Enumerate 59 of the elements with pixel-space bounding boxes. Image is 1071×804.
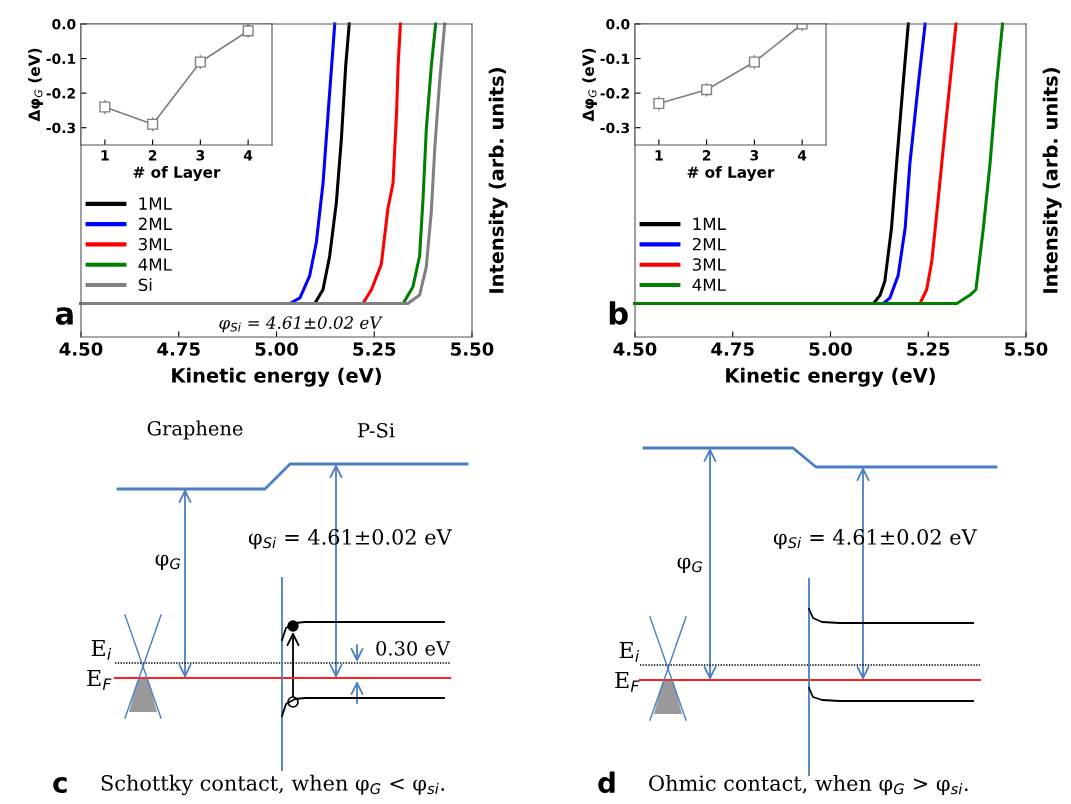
legend-label: 1ML [693,217,726,230]
x-tick-label: 4 [243,150,253,161]
x-tick-label: 5.25 [353,342,396,356]
y-tick-label: -0.3 [600,122,630,134]
x-tick-label: 1 [655,150,663,161]
text: P-Si [358,422,395,438]
y-tick-label: 0.0 [52,18,76,30]
x-tick-label: 1 [101,150,109,161]
x-tick-label: 5.50 [1005,342,1048,356]
text: E$_{i}$ [91,639,112,660]
x-tick-label: 2 [702,150,711,161]
text: d [598,771,615,794]
y-tick-label: 0.0 [606,18,630,30]
legend-label: 3ML [138,237,172,251]
x-tick-label: 5.50 [451,342,494,356]
y-axis-title: Δφ$_{G}$ (eV) [582,48,597,122]
text: φ$_{Si}$ = 4.61±0.02 eV [219,316,383,333]
text: Graphene [147,420,243,440]
legend-label: 1ML [139,197,172,210]
text: a [55,307,73,325]
text: φ$_{G}$ [155,554,181,570]
text: E$_{i}$ [619,641,640,662]
x-tick-label: 3 [750,150,759,161]
text: 0.30 eV [376,640,451,656]
text: c [53,777,67,794]
y-tick-label: -0.1 [600,53,630,65]
y-tick-label: -0.1 [46,53,76,65]
text: φ$_{G}$ [677,557,703,573]
x-tick-label: 4 [797,150,807,161]
text: E$_{F}$ [615,671,640,692]
legend-label: 2ML [138,217,172,230]
legend-label: 3ML [692,258,726,271]
y-axis-title: Δφ$_{G}$ (eV) [28,48,43,122]
text: Ohmic contact, when φ$_{G}$ > φ$_{si}$. [649,774,968,796]
x-tick-label: 4.50 [613,342,657,356]
y-tick-label: -0.3 [46,122,76,134]
y-tick-label: -0.2 [600,88,629,99]
legend-label: 4ML [138,258,172,271]
text: b [609,301,628,325]
x-tick-label: 5.00 [255,342,298,356]
x-tick-label: 4.75 [711,342,754,356]
x-tick-label: 2 [148,150,157,161]
legend-label: Si [138,278,152,292]
x-tick-label: 3 [196,150,205,161]
x-tick-label: 5.00 [809,342,852,356]
y-axis-title: Intensity (arb. units) [488,68,508,293]
legend-label: 2ML [692,237,726,251]
legend-label: 4ML [692,278,726,291]
text: E$_{F}$ [87,669,112,690]
y-axis-title: Intensity (arb. units) [1042,68,1062,293]
x-axis-title: # of Layer [687,166,775,181]
y-tick-label: -0.2 [46,88,75,99]
text: Schottky contact, when φ$_{G}$ < φ$_{si}$. [101,774,445,796]
x-tick-label: 4.75 [157,342,200,356]
x-axis-title: Kinetic energy (eV) [172,367,381,387]
x-tick-label: 4.50 [59,342,103,356]
x-axis-title: # of Layer [133,166,221,181]
x-axis-title: Kinetic energy (eV) [726,367,935,387]
x-tick-label: 5.25 [907,342,950,356]
